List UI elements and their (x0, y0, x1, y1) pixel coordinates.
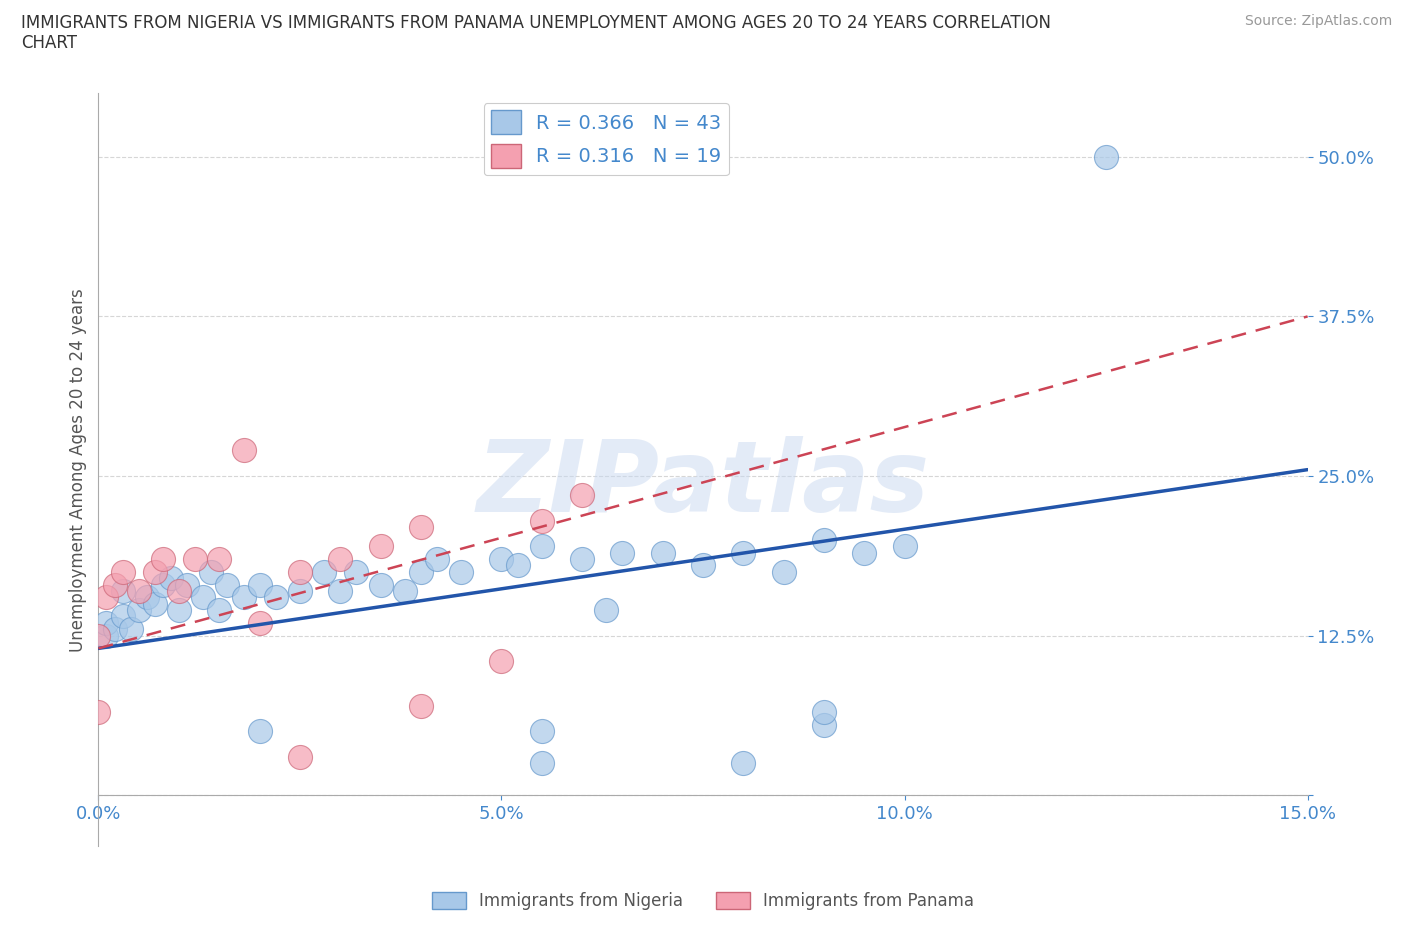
Point (143, 565, 166, 579)
Point (409, 520, 432, 535)
Point (612, 545, 634, 560)
Point (176, 578, 198, 592)
Point (370, 578, 392, 592)
Point (595, 603, 617, 618)
Point (96, 616, 118, 631)
Point (249, 578, 271, 592)
Point (530, 513, 553, 528)
Point (152, 551, 174, 566)
Point (208, 603, 231, 618)
Point (370, 538, 392, 553)
Point (96, 590, 118, 604)
Point (733, 756, 755, 771)
Point (409, 565, 432, 579)
Point (249, 724, 271, 738)
Point (813, 705, 835, 720)
Point (288, 565, 311, 579)
Point (232, 590, 254, 604)
Point (232, 443, 254, 458)
Point (314, 565, 336, 579)
Point (167, 583, 190, 598)
Point (772, 565, 794, 579)
Legend: Immigrants from Nigeria, Immigrants from Panama: Immigrants from Nigeria, Immigrants from… (426, 885, 980, 917)
Point (450, 565, 472, 579)
Point (111, 609, 134, 624)
Point (193, 590, 215, 604)
Point (160, 571, 183, 586)
Point (506, 558, 529, 573)
Point (813, 718, 835, 733)
Point (571, 551, 593, 566)
Point (96, 628, 118, 643)
Point (103, 622, 125, 637)
Point (530, 724, 553, 738)
Point (1095, 150, 1118, 165)
Point (264, 590, 287, 604)
Text: CHART: CHART (21, 34, 77, 52)
Point (152, 578, 174, 592)
Point (491, 551, 513, 566)
Point (288, 583, 311, 598)
Point (409, 698, 432, 713)
Y-axis label: Unemployment Among Ages 20 to 24 years: Unemployment Among Ages 20 to 24 years (69, 287, 87, 652)
Point (329, 551, 352, 566)
Point (128, 583, 150, 598)
Point (208, 551, 231, 566)
Point (217, 578, 239, 592)
Point (200, 565, 222, 579)
Point (491, 654, 513, 669)
Text: Source: ZipAtlas.com: Source: ZipAtlas.com (1244, 14, 1392, 28)
Point (893, 538, 915, 553)
Point (530, 538, 553, 553)
Point (853, 545, 876, 560)
Point (733, 545, 755, 560)
Point (344, 565, 367, 579)
Point (651, 545, 673, 560)
Point (394, 583, 416, 598)
Text: ZIPatlas: ZIPatlas (477, 436, 929, 533)
Text: IMMIGRANTS FROM NIGERIA VS IMMIGRANTS FROM PANAMA UNEMPLOYMENT AMONG AGES 20 TO : IMMIGRANTS FROM NIGERIA VS IMMIGRANTS FR… (21, 14, 1052, 32)
Point (288, 750, 311, 764)
Point (143, 596, 166, 611)
Point (249, 616, 271, 631)
Point (167, 603, 190, 618)
Point (135, 590, 157, 604)
Point (111, 583, 134, 598)
Legend: R = 0.366   N = 43, R = 0.316   N = 19: R = 0.366 N = 43, R = 0.316 N = 19 (484, 102, 728, 176)
Point (128, 603, 150, 618)
Point (103, 578, 125, 592)
Point (111, 565, 134, 579)
Point (184, 551, 207, 566)
Point (120, 622, 142, 637)
Point (87, 705, 110, 720)
Point (571, 487, 593, 502)
Point (329, 583, 352, 598)
Point (426, 551, 449, 566)
Point (813, 533, 835, 548)
Point (692, 558, 714, 573)
Point (87, 628, 110, 643)
Point (530, 756, 553, 771)
